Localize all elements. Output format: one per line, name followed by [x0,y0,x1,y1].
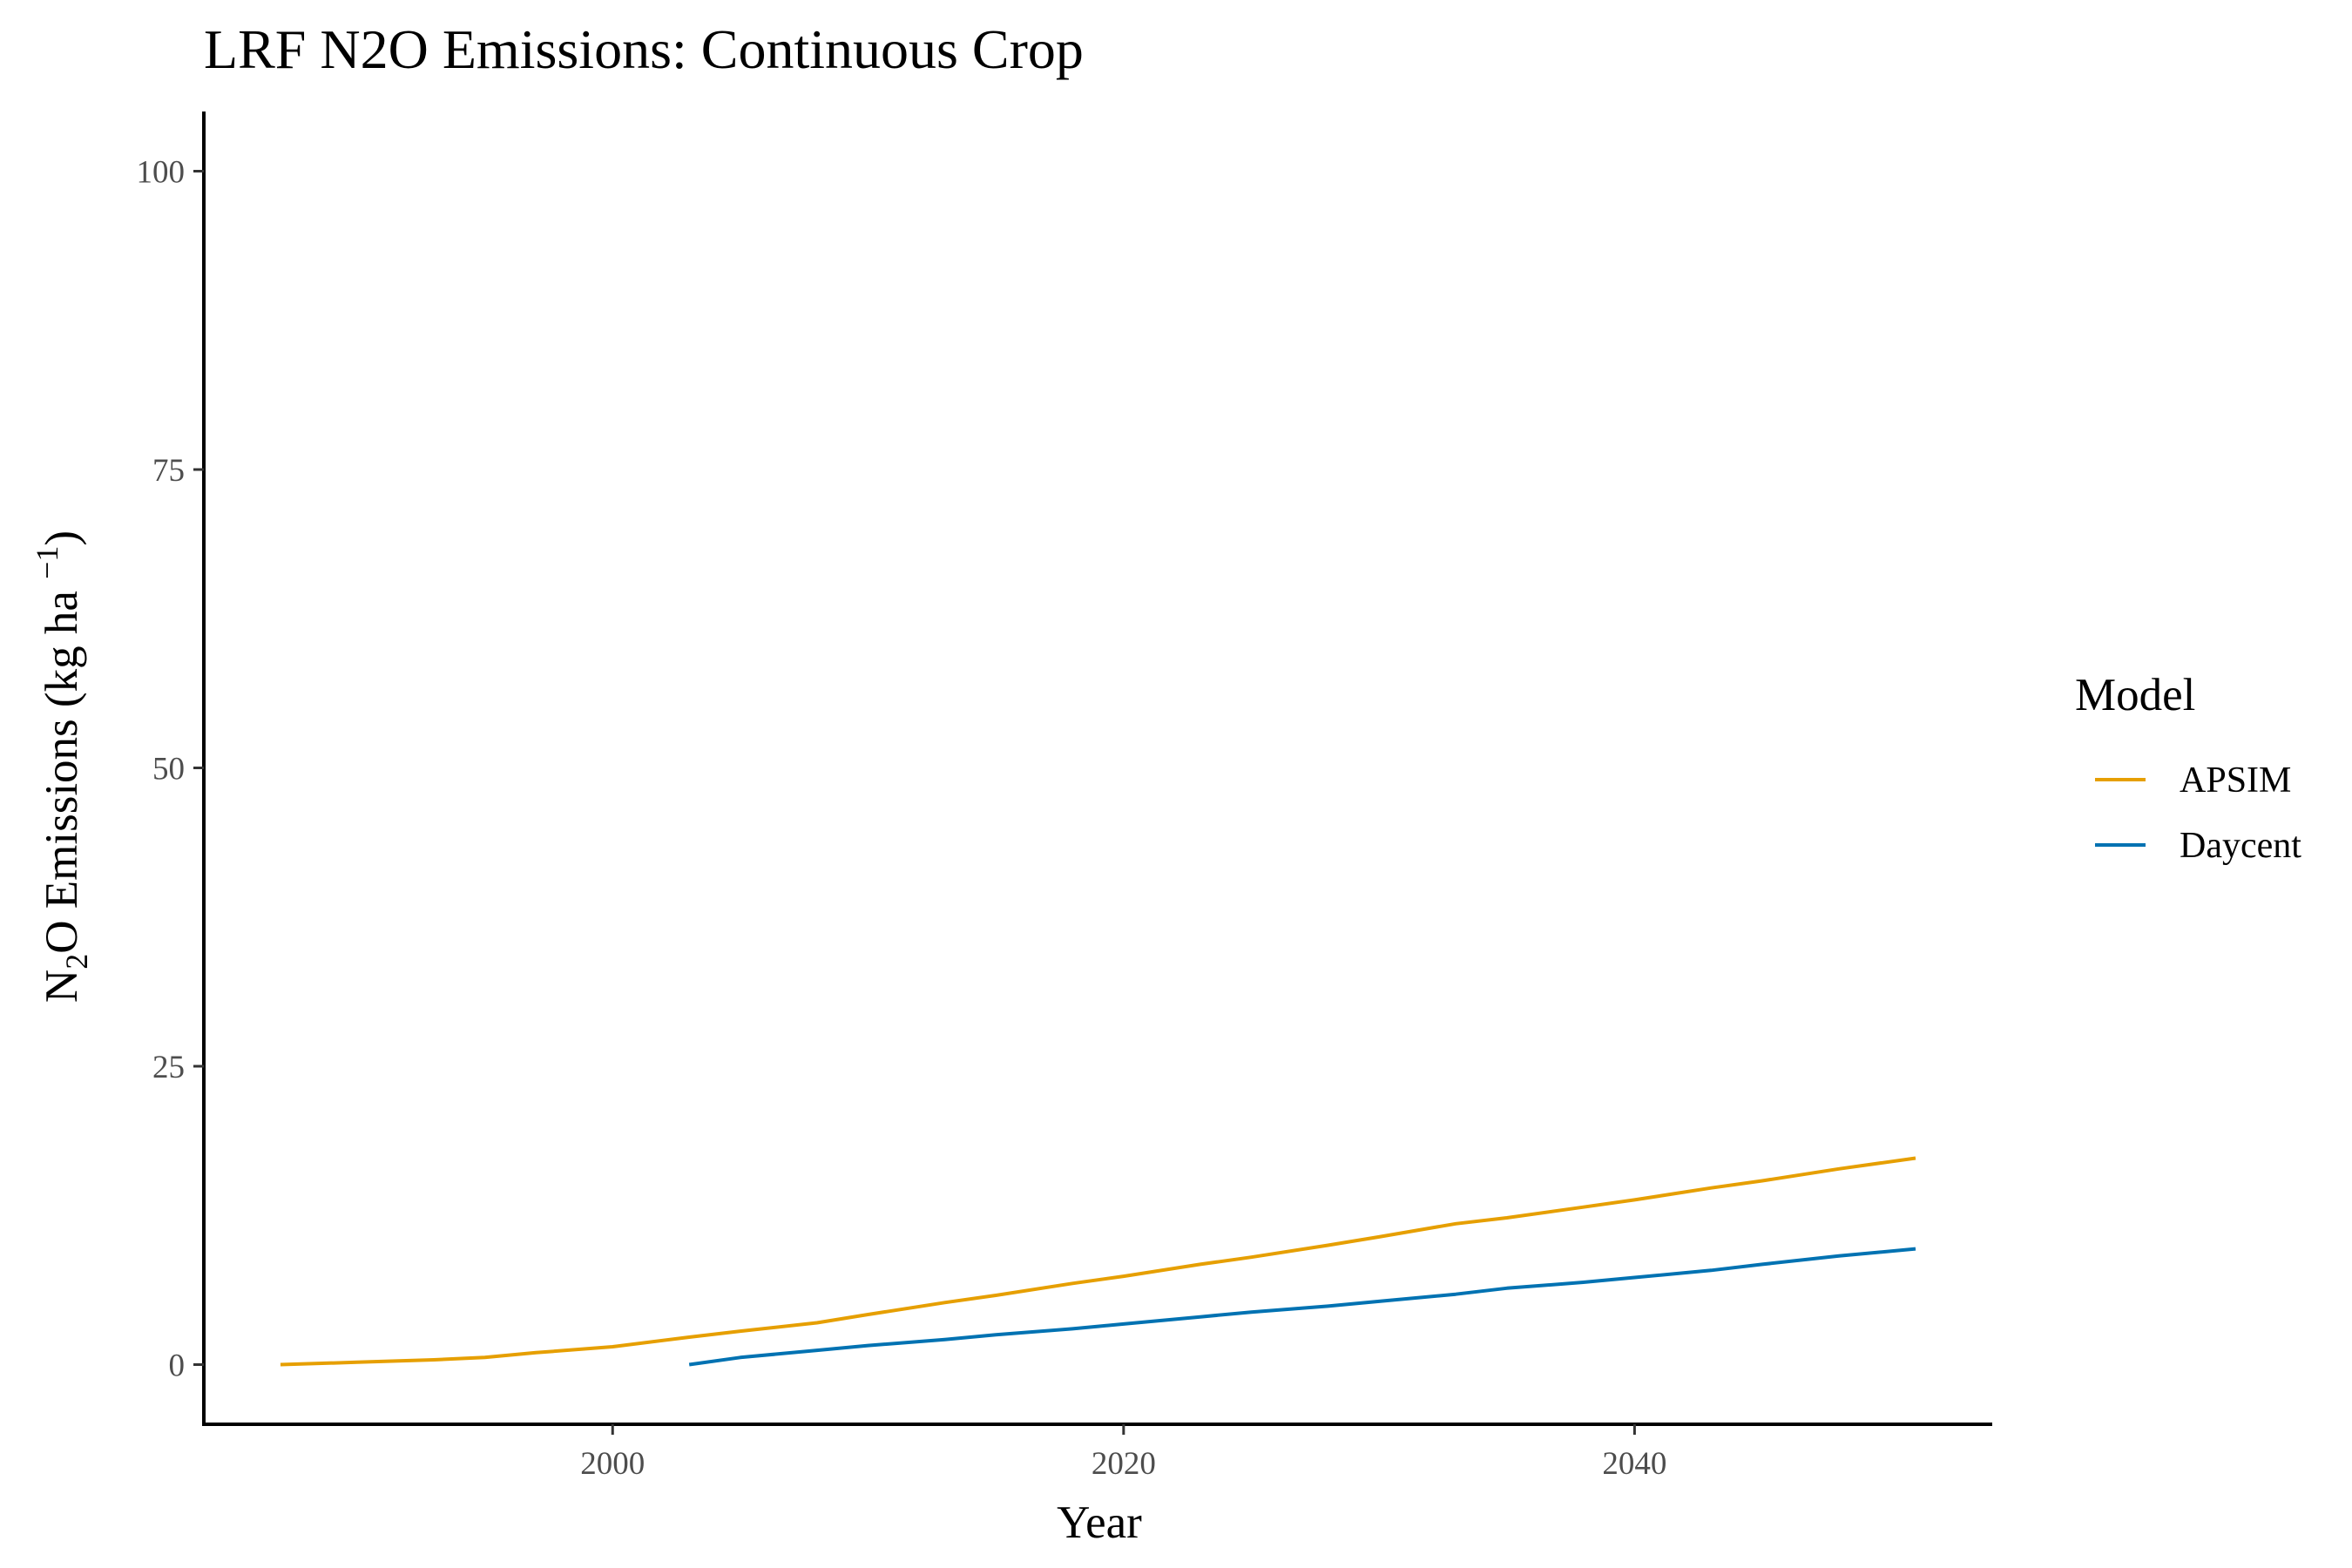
x-axis-title: Year [1057,1497,1142,1548]
y-axis-title-part3: ) [37,531,87,546]
y-tick-label: 100 [137,155,186,191]
y-axis-title-part1: N [37,970,87,1003]
y-axis-title: N2O Emissions (kg ha −1) [30,531,94,1003]
x-tick-label: 2000 [580,1446,645,1482]
x-axis-ticks: 2000 2020 2040 [580,1424,1666,1482]
legend-items: APSIM Daycent [2095,760,2301,866]
y-axis-title-part2: O Emissions (kg ha [37,579,87,954]
legend-label-daycent: Daycent [2180,826,2301,866]
legend-label-apsim: APSIM [2180,760,2291,801]
x-tick-label: 2020 [1092,1446,1156,1482]
y-tick-label: 75 [152,453,185,489]
y-axis-title-sup: −1 [30,546,64,579]
y-axis-title-sub: 2 [59,954,94,970]
y-axis-ticks: 0 25 50 75 100 [137,155,204,1384]
legend-title: Model [2075,670,2195,720]
y-tick-label: 50 [152,752,185,787]
series-line-daycent [688,1247,1916,1367]
chart-title: LRF N2O Emissions: Continuous Crop [204,18,1084,80]
y-tick-label: 0 [169,1348,186,1384]
legend: Model APSIM Daycent [2075,670,2301,866]
x-tick-label: 2040 [1602,1446,1666,1482]
y-tick-label: 25 [152,1050,185,1085]
series-group [280,1156,1916,1367]
series-line-apsim [280,1156,1916,1367]
